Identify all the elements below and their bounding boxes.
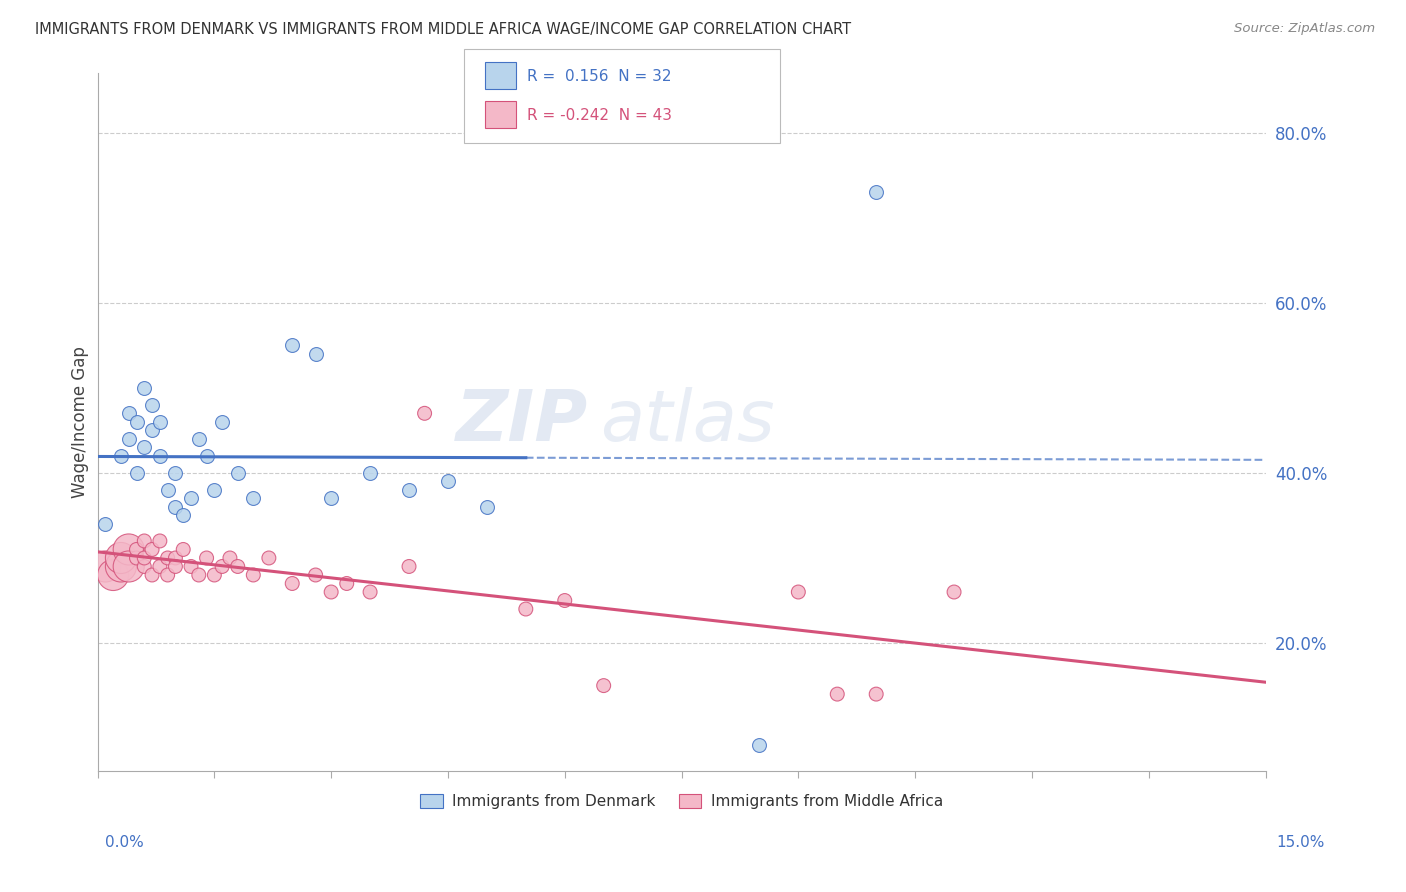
Point bbox=[202, 568, 225, 582]
Point bbox=[195, 449, 218, 463]
Point bbox=[211, 559, 233, 574]
Point bbox=[242, 491, 264, 506]
Point bbox=[865, 687, 887, 701]
Point bbox=[141, 398, 163, 412]
Point bbox=[134, 381, 156, 395]
Point bbox=[134, 441, 156, 455]
Text: atlas: atlas bbox=[600, 387, 775, 457]
Point bbox=[125, 542, 148, 557]
Point bbox=[195, 551, 218, 566]
Point bbox=[413, 406, 436, 420]
Point bbox=[172, 542, 194, 557]
Point bbox=[94, 559, 117, 574]
Point bbox=[149, 449, 172, 463]
Point bbox=[398, 559, 420, 574]
Point bbox=[554, 593, 576, 607]
Point bbox=[149, 415, 172, 429]
Point bbox=[304, 568, 326, 582]
Point bbox=[110, 551, 132, 566]
Point bbox=[281, 576, 304, 591]
Point bbox=[321, 491, 343, 506]
Point bbox=[257, 551, 280, 566]
Point bbox=[359, 585, 381, 599]
Point bbox=[180, 559, 202, 574]
Point bbox=[141, 423, 163, 437]
Point bbox=[787, 585, 810, 599]
Point bbox=[592, 679, 614, 693]
Text: ZIP: ZIP bbox=[456, 387, 588, 457]
Text: R =  0.156  N = 32: R = 0.156 N = 32 bbox=[527, 69, 672, 84]
Point bbox=[475, 500, 498, 514]
Point bbox=[156, 568, 179, 582]
Point bbox=[825, 687, 848, 701]
Point bbox=[134, 551, 156, 566]
Point bbox=[172, 508, 194, 523]
Point bbox=[101, 568, 124, 582]
Text: 15.0%: 15.0% bbox=[1277, 836, 1324, 850]
Point bbox=[156, 551, 179, 566]
Point bbox=[219, 551, 242, 566]
Point bbox=[118, 406, 141, 420]
Text: 0.0%: 0.0% bbox=[105, 836, 145, 850]
Point bbox=[165, 500, 187, 514]
Point bbox=[943, 585, 966, 599]
Point bbox=[865, 185, 887, 199]
Point bbox=[187, 432, 209, 446]
Point bbox=[515, 602, 537, 616]
Point bbox=[118, 542, 141, 557]
Point bbox=[149, 559, 172, 574]
Text: R = -0.242  N = 43: R = -0.242 N = 43 bbox=[527, 108, 672, 123]
Point bbox=[226, 466, 249, 480]
Point bbox=[336, 576, 359, 591]
Point bbox=[94, 516, 117, 531]
Point bbox=[226, 559, 249, 574]
Point bbox=[110, 449, 132, 463]
Text: Source: ZipAtlas.com: Source: ZipAtlas.com bbox=[1234, 22, 1375, 36]
Point bbox=[187, 568, 209, 582]
Point bbox=[141, 568, 163, 582]
Point bbox=[134, 533, 156, 548]
Point bbox=[118, 559, 141, 574]
Point bbox=[202, 483, 225, 497]
Point bbox=[125, 415, 148, 429]
Point bbox=[242, 568, 264, 582]
Point bbox=[149, 533, 172, 548]
Point bbox=[437, 475, 460, 489]
Point bbox=[359, 466, 381, 480]
Point bbox=[165, 551, 187, 566]
Point bbox=[110, 559, 132, 574]
Point bbox=[211, 415, 233, 429]
Point bbox=[134, 559, 156, 574]
Text: IMMIGRANTS FROM DENMARK VS IMMIGRANTS FROM MIDDLE AFRICA WAGE/INCOME GAP CORRELA: IMMIGRANTS FROM DENMARK VS IMMIGRANTS FR… bbox=[35, 22, 851, 37]
Point bbox=[180, 491, 202, 506]
Point bbox=[165, 559, 187, 574]
Point bbox=[304, 347, 326, 361]
Point bbox=[118, 432, 141, 446]
Point bbox=[141, 542, 163, 557]
Point bbox=[156, 483, 179, 497]
Y-axis label: Wage/Income Gap: Wage/Income Gap bbox=[72, 346, 89, 498]
Point bbox=[321, 585, 343, 599]
Point bbox=[165, 466, 187, 480]
Point bbox=[748, 738, 770, 752]
Point bbox=[125, 551, 148, 566]
Point bbox=[125, 466, 148, 480]
Legend: Immigrants from Denmark, Immigrants from Middle Africa: Immigrants from Denmark, Immigrants from… bbox=[415, 789, 949, 815]
Point bbox=[398, 483, 420, 497]
Point bbox=[281, 338, 304, 352]
